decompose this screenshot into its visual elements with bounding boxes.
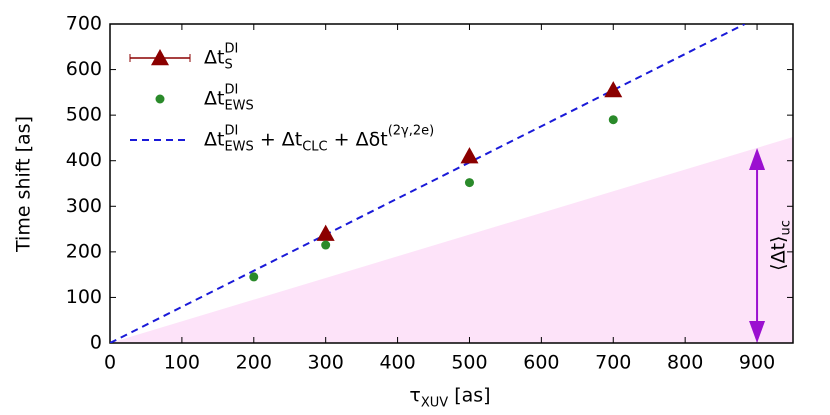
arrow-label-group: ⟨Δt⟩uc (768, 220, 794, 271)
arrow-head (749, 147, 766, 170)
legend-label: Δt DIS (204, 42, 238, 73)
y-tick-label: 300 (66, 195, 102, 217)
circle-marker (464, 178, 474, 188)
x-tick-label: 200 (236, 352, 272, 374)
legend-label-part: EWS (224, 99, 253, 114)
legend-label-part: Δt (204, 88, 224, 110)
x-tick-label: 700 (595, 352, 631, 374)
triangle-marker (316, 224, 335, 241)
triangle-marker (460, 147, 479, 164)
plot-frame (109, 23, 794, 344)
x-axis-label-part: [as] (448, 385, 490, 407)
legend-swatch (155, 94, 165, 104)
y-tick-label: 0 (90, 332, 102, 354)
legend-label-part: S (224, 58, 232, 73)
x-tick-label: 500 (451, 352, 487, 374)
x-axis-label-part: XUV (421, 396, 448, 411)
x-tick-label: 300 (308, 352, 344, 374)
x-tick-label: 400 (379, 352, 415, 374)
legend-label-part: + Δδt (328, 129, 388, 151)
x-tick-label: 900 (739, 352, 775, 374)
y-axis-label: Time shift [as] (13, 116, 35, 253)
x-axis-label: τ XUV [as] (409, 385, 490, 411)
arrow-label-part: ⟨Δt⟩ (768, 236, 790, 271)
legend-swatch (151, 49, 169, 66)
x-tick-label: 100 (164, 352, 200, 374)
y-tick-label: 100 (66, 286, 102, 308)
shaded-region (110, 137, 793, 343)
x-tick-label: 600 (523, 352, 559, 374)
legend-label-part: DI (224, 83, 238, 98)
y-tick-label: 700 (66, 13, 102, 35)
circle-marker (608, 115, 618, 125)
arrow-head (749, 321, 766, 343)
x-tick-label: 0 (104, 352, 116, 374)
triangle-marker (604, 81, 623, 98)
x-axis-label-part: τ (409, 385, 420, 407)
legend-label-part: Δt (204, 47, 224, 69)
x-tick-label: 800 (667, 352, 703, 374)
legend-label-part: CLC (302, 140, 327, 155)
y-tick-label: 400 (66, 149, 102, 171)
y-tick-label: 200 (66, 240, 102, 262)
y-tick-label: 600 (66, 58, 102, 80)
arrow-label: ⟨Δt⟩uc (768, 220, 794, 271)
legend-label-part: (2γ,2e) (388, 124, 435, 139)
legend-label-part: DI (224, 124, 238, 139)
legend-label-part: + Δt (254, 129, 302, 151)
legend-label-part: Δt (204, 129, 224, 151)
fit-line (110, 24, 746, 343)
circle-marker (321, 240, 331, 250)
y-tick-label: 500 (66, 104, 102, 126)
circle-marker (249, 272, 259, 282)
legend-label-part: EWS (224, 140, 253, 155)
legend-label-part: DI (224, 42, 238, 57)
plot (110, 24, 746, 343)
arrow-label-part: uc (779, 220, 794, 235)
